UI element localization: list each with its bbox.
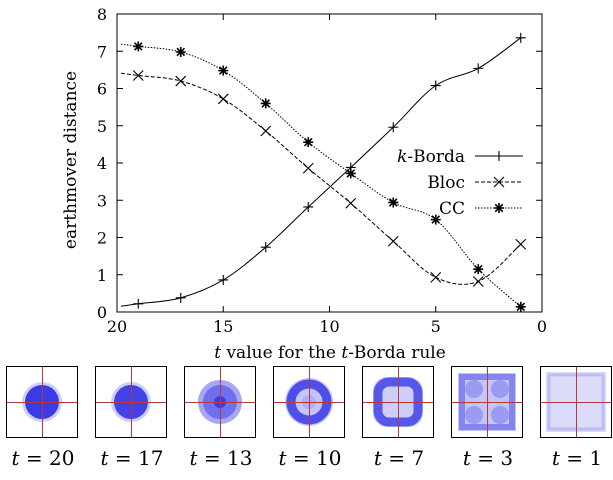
data-point-cc — [430, 214, 441, 225]
distribution-image — [540, 366, 612, 438]
data-point-k-borda — [515, 32, 526, 43]
data-point-cc — [345, 168, 356, 179]
data-point-cc — [303, 137, 314, 148]
thumbnail-t-10: t = 10 — [273, 366, 347, 470]
data-point-bloc — [345, 197, 357, 209]
data-point-bloc — [387, 235, 399, 247]
y-tick-label: 0 — [97, 303, 107, 322]
series-line-cc — [120, 43, 522, 308]
chart-area: 0 1 2 3 4 5 6 7 8 20 15 10 5 0 k-Borda Bloc CC earthmov… — [61, 5, 547, 363]
y-tick-label: 1 — [97, 266, 107, 285]
y-axis-label: earthmover distance — [61, 71, 81, 249]
data-point-bloc — [302, 162, 314, 174]
x-axis-label-var1: t — [214, 343, 221, 363]
x-tick-label: 5 — [431, 317, 441, 336]
data-point-bloc — [132, 70, 144, 81]
vertical-axis-line — [309, 367, 310, 437]
y-tick-label: 7 — [97, 42, 107, 61]
data-point-cc — [175, 46, 186, 57]
legend-marker-k-borda — [494, 151, 504, 161]
thumbnail-caption: t = 20 — [11, 446, 75, 470]
data-point-cc — [388, 197, 399, 208]
data-point-bloc — [260, 125, 272, 137]
thumbnail-t-1: t = 1 — [540, 366, 613, 470]
y-tick-label: 2 — [97, 229, 107, 248]
vertical-axis-line — [487, 367, 488, 437]
legend-marker-cc — [494, 203, 504, 213]
thumbnail-t-value: 20 — [49, 446, 75, 470]
data-point-cc — [218, 65, 229, 76]
vertical-axis-line — [576, 367, 577, 437]
vertical-axis-line — [220, 367, 221, 437]
thumbnail-caption: t = 10 — [278, 446, 342, 470]
vertical-axis-line — [398, 367, 399, 437]
data-point-bloc — [175, 75, 187, 87]
x-tick-label: 15 — [213, 317, 233, 336]
thumbnail-caption: t = 1 — [551, 446, 603, 470]
vertical-axis-line — [42, 367, 43, 437]
data-point-k-borda — [133, 298, 144, 309]
thumbnail-caption: t = 17 — [100, 446, 164, 470]
data-point-k-borda — [388, 122, 399, 133]
data-point-cc — [133, 41, 144, 52]
x-axis-label-part2: value for the — [221, 343, 341, 363]
data-point-k-borda — [473, 63, 484, 74]
x-tick-label: 0 — [537, 317, 547, 336]
x-axis-label: t value for the t-Borda rule — [214, 343, 446, 363]
thumbnail-t-3: t = 3 — [451, 366, 525, 470]
thumbnail-strip: t = 20 t = 17 t = 13 t = 10 t = 7 t = 3 t = 1 — [0, 366, 613, 480]
data-point-cc — [473, 264, 484, 275]
thumbnail-t-13: t = 13 — [184, 366, 258, 470]
thumbnail-caption: t = 3 — [462, 446, 514, 470]
thumbnail-caption: t = 13 — [189, 446, 253, 470]
x-tick-label: 10 — [319, 317, 339, 336]
data-point-k-borda — [430, 80, 441, 91]
x-tick-label: 20 — [107, 317, 127, 336]
thumbnail-t-value: 7 — [411, 446, 425, 470]
y-tick-label: 4 — [97, 154, 107, 173]
distribution-image — [451, 366, 523, 438]
thumbnail-t-value: 10 — [316, 446, 342, 470]
legend-marker-bloc — [493, 176, 505, 188]
y-tick-label: 5 — [97, 117, 107, 136]
data-point-k-borda — [175, 292, 186, 303]
thumbnail-caption: t = 7 — [373, 446, 425, 470]
distribution-image — [95, 366, 167, 438]
distribution-image — [273, 366, 345, 438]
legend-label-k-borda: k-Borda — [397, 147, 465, 167]
data-point-k-borda — [218, 274, 229, 285]
data-point-bloc — [515, 238, 527, 250]
y-tick-label: 3 — [97, 191, 107, 210]
legend-label-bloc: Bloc — [427, 173, 465, 193]
data-point-k-borda — [303, 201, 314, 212]
data-point-k-borda — [260, 242, 271, 253]
thumbnail-t-value: 17 — [138, 446, 164, 470]
distribution-image — [6, 366, 78, 438]
data-point-bloc — [217, 93, 229, 105]
thumbnail-t-value: 3 — [500, 446, 514, 470]
data-point-bloc — [472, 276, 484, 287]
thumbnail-t-7: t = 7 — [362, 366, 436, 470]
y-tick-label: 6 — [97, 80, 107, 99]
thumbnail-t-20: t = 20 — [6, 366, 80, 470]
data-point-bloc — [430, 271, 442, 283]
thumbnail-t-17: t = 17 — [95, 366, 169, 470]
x-axis-label-var2: t — [341, 343, 348, 363]
y-tick-label: 8 — [97, 5, 107, 24]
legend-label-cc: CC — [439, 199, 465, 219]
x-axis-label-part4: -Borda rule — [348, 343, 446, 363]
data-point-cc — [515, 301, 526, 312]
thumbnail-t-value: 13 — [227, 446, 253, 470]
data-point-cc — [260, 98, 271, 109]
distribution-image — [184, 366, 256, 438]
vertical-axis-line — [131, 367, 132, 437]
thumbnail-t-value: 1 — [589, 446, 603, 470]
distribution-image — [362, 366, 434, 438]
